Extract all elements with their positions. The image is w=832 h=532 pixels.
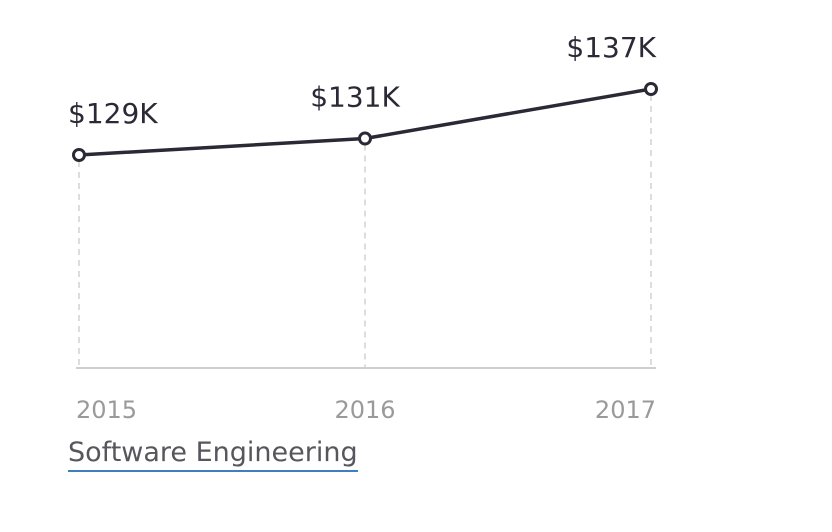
- data-point-2017: [644, 82, 658, 96]
- category-title-link[interactable]: Software Engineering: [68, 436, 358, 472]
- data-labels: $129K $131K $137K: [68, 31, 657, 130]
- gridlines: [78, 95, 652, 368]
- data-label-2016: $131K: [310, 81, 400, 114]
- x-tick-labels: 2015 2016 2017: [76, 396, 656, 424]
- data-point-2015: [72, 148, 86, 162]
- x-tick-label-2016: 2016: [334, 396, 395, 424]
- data-point-2016: [358, 131, 372, 146]
- data-label-2017: $137K: [566, 31, 656, 64]
- x-tick-label-2015: 2015: [76, 396, 137, 424]
- data-label-2015: $129K: [68, 97, 158, 130]
- x-tick-label-2017: 2017: [595, 396, 656, 424]
- data-points: [72, 82, 658, 162]
